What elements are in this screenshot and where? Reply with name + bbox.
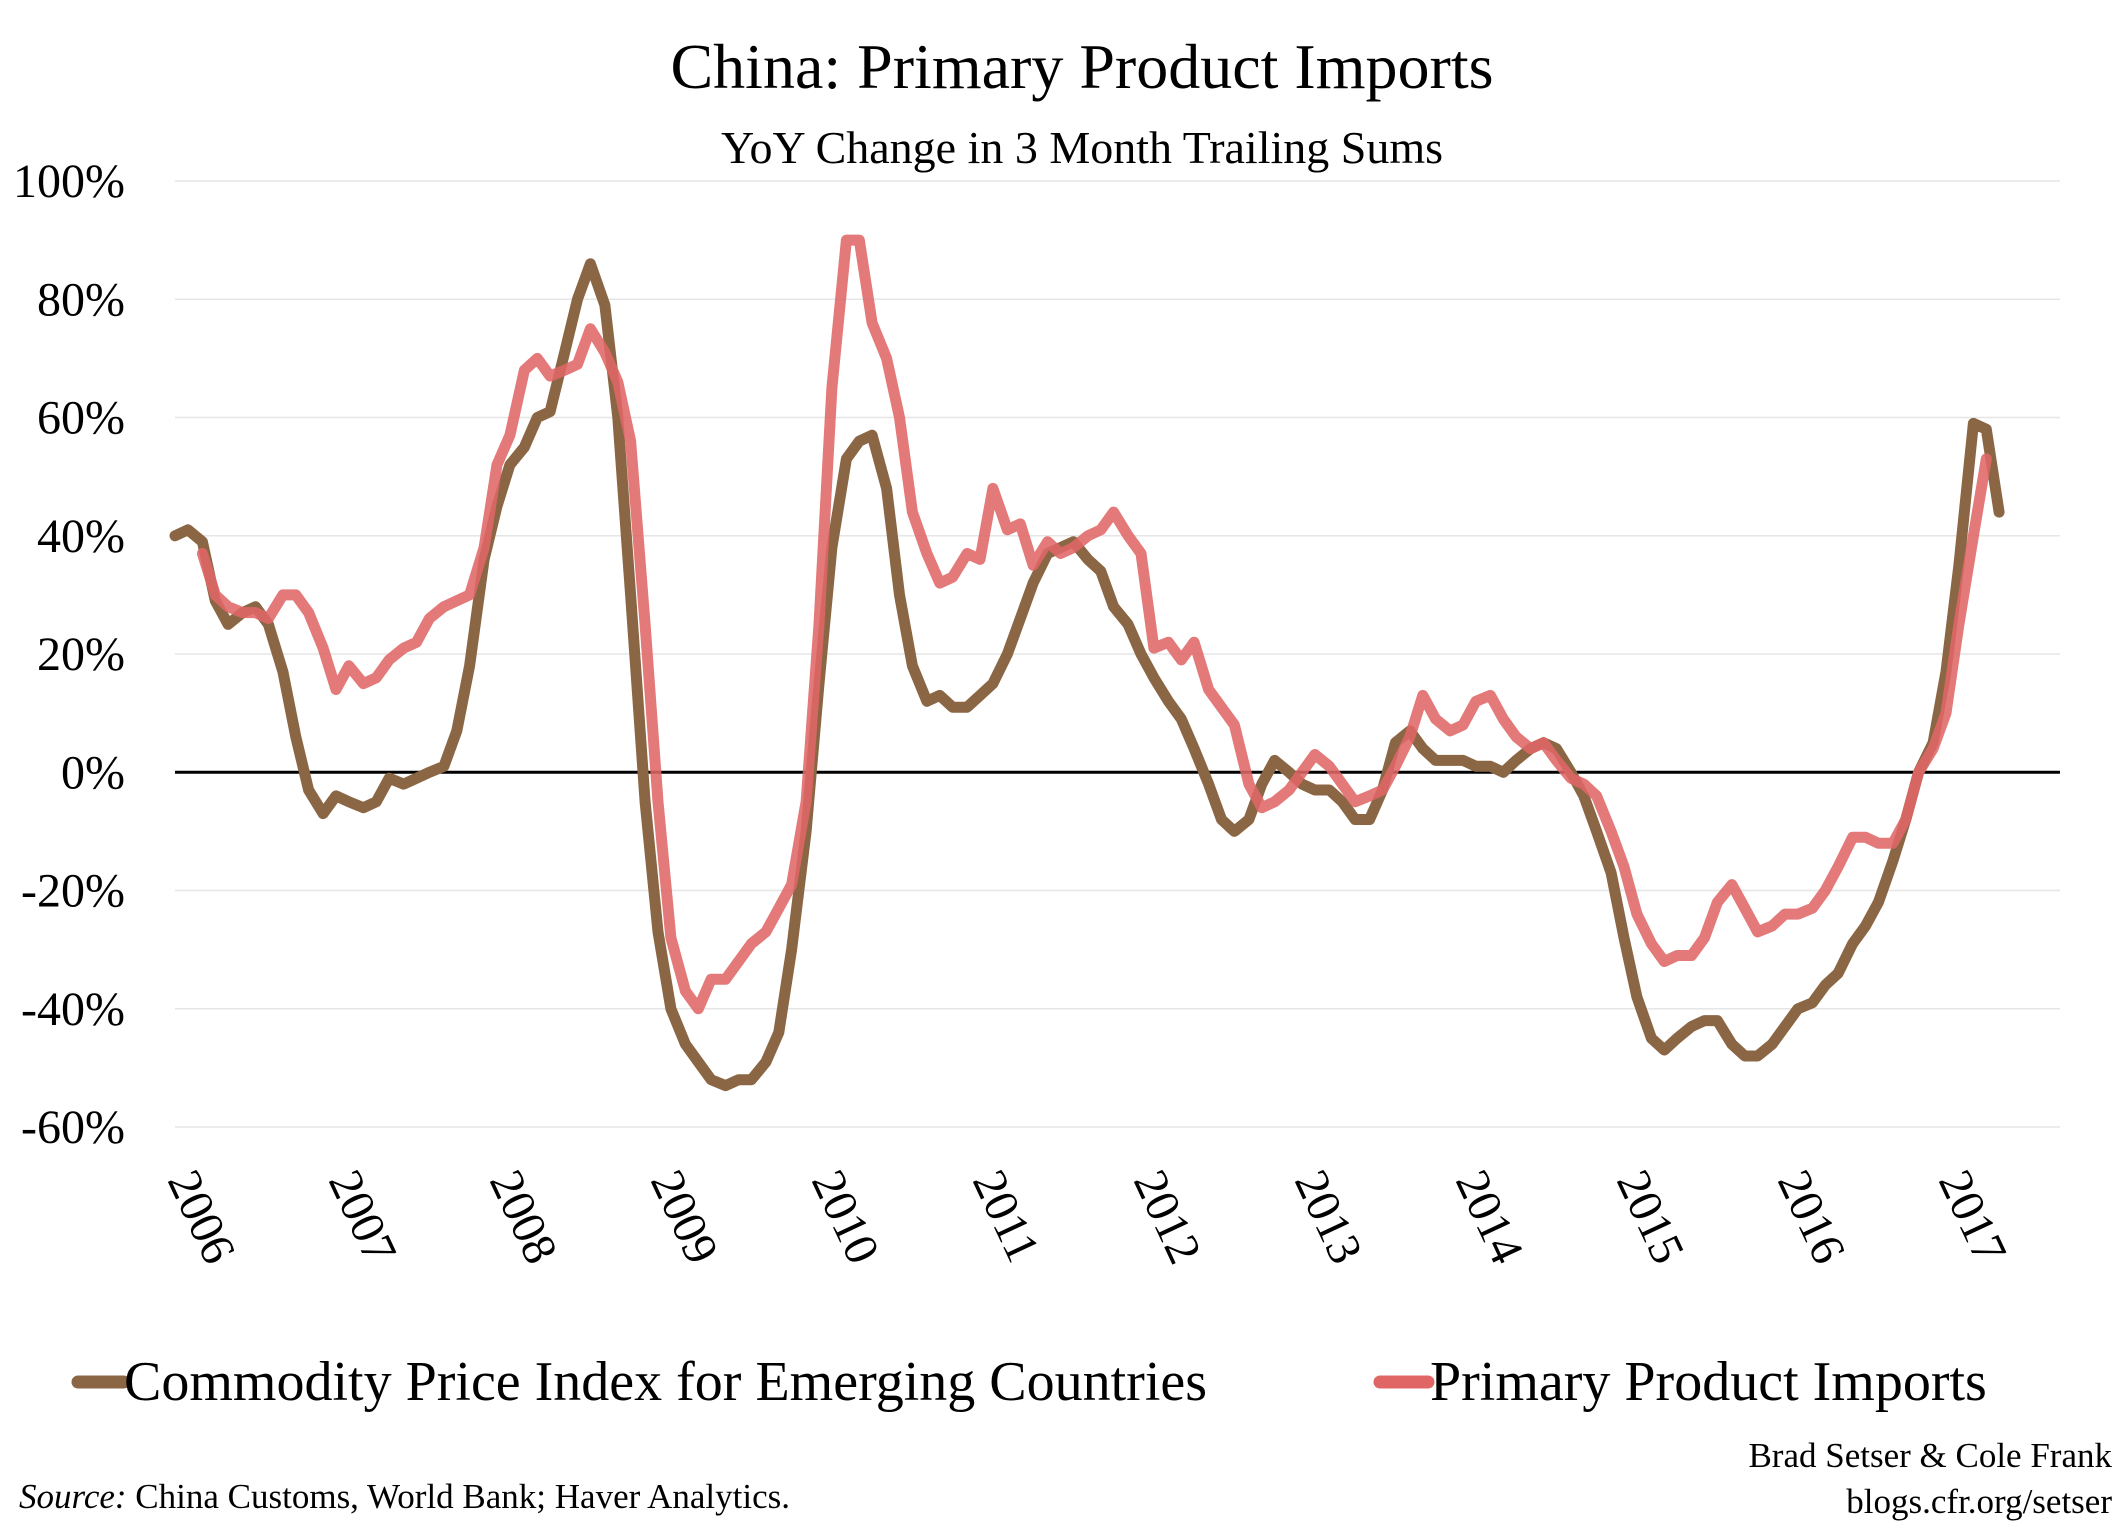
x-tick-label: 2015 <box>1606 1162 1695 1271</box>
x-tick-label: 2008 <box>479 1162 568 1271</box>
y-tick-label: 40% <box>37 510 125 563</box>
x-tick-label: 2009 <box>640 1162 729 1271</box>
legend: Commodity Price Index for Emerging Count… <box>71 1351 1987 1413</box>
x-tick-label: 2014 <box>1445 1162 1534 1271</box>
gridlines <box>175 180 2060 1128</box>
source-text: China Customs, World Bank; Haver Analyti… <box>127 1477 790 1516</box>
series-line-primary-imports <box>196 234 1992 1015</box>
series-line-commodity-index <box>169 258 2005 1092</box>
x-tick-label: 2013 <box>1284 1162 1373 1271</box>
credit-url: blogs.cfr.org/setser <box>1846 1482 2112 1521</box>
y-tick-label: -20% <box>21 865 125 918</box>
series-lines <box>169 234 2005 1092</box>
x-tick-label: 2006 <box>157 1162 246 1271</box>
x-axis-tick-labels: 2006 2007 2008 2009 2010 2011 2012 2013 2014 2015… <box>157 1162 2017 1271</box>
x-tick-label: 2016 <box>1767 1162 1856 1271</box>
x-tick-label: 2010 <box>801 1162 890 1271</box>
y-tick-label: -60% <box>21 1101 125 1154</box>
y-tick-label: 60% <box>37 392 125 445</box>
source-label: Source: <box>19 1477 127 1516</box>
x-tick-label: 2007 <box>318 1162 407 1271</box>
chart-title: China: Primary Product Imports <box>670 31 1493 102</box>
x-tick-label: 2012 <box>1123 1162 1212 1271</box>
y-tick-label: -40% <box>21 983 125 1036</box>
legend-label-primary-imports: Primary Product Imports <box>1430 1351 1987 1413</box>
legend-label-commodity-index: Commodity Price Index for Emerging Count… <box>124 1351 1207 1413</box>
y-axis-tick-labels: 100% 80% 60% 40% 20% 0% -20% -40% -60% <box>13 155 125 1154</box>
x-tick-label: 2017 <box>1928 1162 2017 1271</box>
source-note: Source: China Customs, World Bank; Haver… <box>19 1477 790 1516</box>
y-tick-label: 80% <box>37 273 125 326</box>
chart-subtitle: YoY Change in 3 Month Trailing Sums <box>721 122 1443 173</box>
y-tick-label: 20% <box>37 628 125 681</box>
y-tick-label: 100% <box>13 155 125 208</box>
credit-authors: Brad Setser & Cole Frank <box>1748 1436 2112 1475</box>
y-tick-label: 0% <box>61 746 125 799</box>
x-tick-label: 2011 <box>962 1162 1050 1270</box>
